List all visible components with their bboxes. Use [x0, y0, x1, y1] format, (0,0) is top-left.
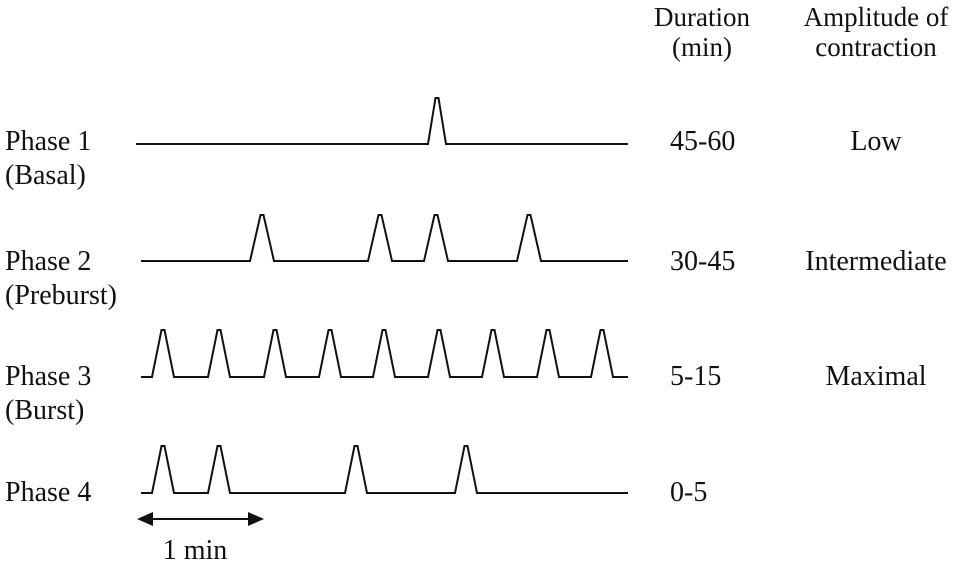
phase-1-subtitle: (Basal)	[5, 160, 86, 191]
amplitude-header-line1: Amplitude of	[803, 2, 949, 32]
scale-bar-label: 1 min	[163, 535, 228, 566]
scale-bar: 1 min	[137, 512, 264, 566]
phase-2-amplitude: Intermediate	[805, 246, 947, 277]
phase-4-duration: 0-5	[670, 477, 708, 508]
scale-bar-left-arrowhead	[137, 512, 153, 526]
duration-header-line2: (min)	[672, 32, 732, 62]
duration-header: Duration (min)	[640, 2, 764, 62]
scale-bar-right-arrowhead	[248, 512, 264, 526]
phase-3-trace	[141, 329, 628, 378]
phase-1-trace	[136, 97, 628, 145]
phase-4-name: Phase 4	[5, 477, 92, 508]
phase-1-name: Phase 1	[5, 126, 92, 157]
phase-2-trace	[141, 214, 628, 262]
phase-1-duration: 45-60	[670, 126, 736, 157]
amplitude-header-line2: contraction	[815, 32, 937, 62]
phase-2-subtitle: (Preburst)	[5, 280, 117, 311]
phase-4-trace	[141, 445, 628, 494]
phase-1-amplitude: Low	[850, 126, 902, 157]
phase-3-duration: 5-15	[670, 361, 722, 392]
phase-3-name: Phase 3	[5, 361, 92, 392]
phase-2-name: Phase 2	[5, 246, 92, 277]
phase-3-subtitle: (Burst)	[5, 395, 85, 426]
amplitude-header: Amplitude of contraction	[785, 2, 967, 62]
phase-2-duration: 30-45	[670, 246, 736, 277]
duration-header-line1: Duration	[654, 2, 750, 32]
phase-3-amplitude: Maximal	[825, 361, 927, 392]
